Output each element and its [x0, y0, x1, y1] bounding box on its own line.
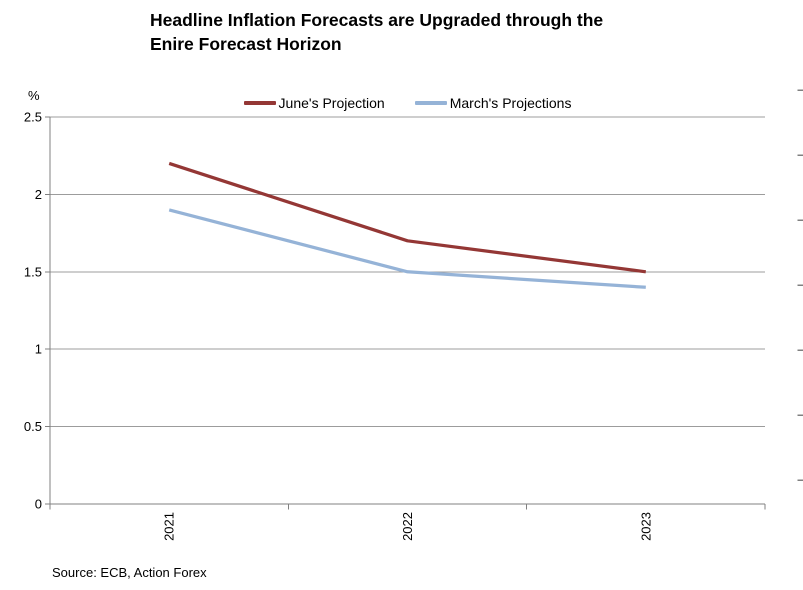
- chart-title: Headline Inflation Forecasts are Upgrade…: [150, 8, 603, 56]
- legend-label-junes-projection: June's Projection: [278, 95, 385, 111]
- y-axis-tick-label: 1.5: [24, 264, 42, 279]
- y-axis-unit-label: %: [28, 88, 40, 103]
- y-axis-tick-label: 2: [35, 187, 42, 202]
- legend-item-junes-projection: June's Projection: [243, 95, 385, 111]
- source-note: Source: ECB, Action Forex: [52, 565, 207, 580]
- x-axis-tick-label: 2023: [638, 512, 653, 541]
- y-axis-tick-label: 1: [35, 342, 42, 357]
- x-axis-tick-label: 2021: [162, 512, 177, 541]
- series-line: [168, 208, 646, 289]
- legend-swatch-marchs-projections: [414, 101, 447, 105]
- y-axis-tick-label: 2.5: [24, 110, 42, 125]
- legend-label-marchs-projections: March's Projections: [449, 95, 572, 111]
- y-axis-tick-label: 0: [35, 497, 42, 512]
- chart-title-line2: Enire Forecast Horizon: [150, 34, 342, 54]
- chart-legend: June's Projection March's Projections: [50, 94, 765, 112]
- x-axis-tick-label: 2022: [400, 512, 415, 541]
- y-axis-tick-label: 0.5: [24, 419, 42, 434]
- legend-item-marchs-projections: March's Projections: [414, 95, 572, 111]
- chart-title-line1: Headline Inflation Forecasts are Upgrade…: [150, 10, 604, 30]
- series-line: [168, 161, 647, 274]
- legend-swatch-junes-projection: [243, 101, 276, 105]
